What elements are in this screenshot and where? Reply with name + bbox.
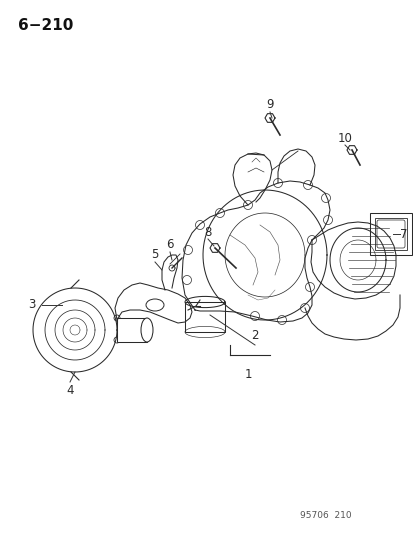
FancyBboxPatch shape (376, 220, 404, 248)
Text: 10: 10 (337, 132, 351, 144)
Bar (117, 318, 147, 342)
Text: 3: 3 (28, 298, 36, 311)
Text: 4: 4 (66, 384, 74, 397)
Text: 8: 8 (204, 225, 211, 238)
Text: 95706  210: 95706 210 (299, 511, 351, 520)
Text: 9: 9 (266, 99, 273, 111)
Text: 1: 1 (244, 368, 251, 381)
Text: 2: 2 (251, 329, 258, 342)
Text: 7: 7 (399, 228, 407, 240)
Text: 5: 5 (151, 248, 158, 262)
Ellipse shape (141, 318, 153, 342)
Bar (374, 218, 406, 250)
Bar (369, 213, 411, 255)
Bar (185, 302, 224, 332)
Text: 6−210: 6−210 (18, 18, 73, 33)
Text: 6: 6 (166, 238, 173, 252)
